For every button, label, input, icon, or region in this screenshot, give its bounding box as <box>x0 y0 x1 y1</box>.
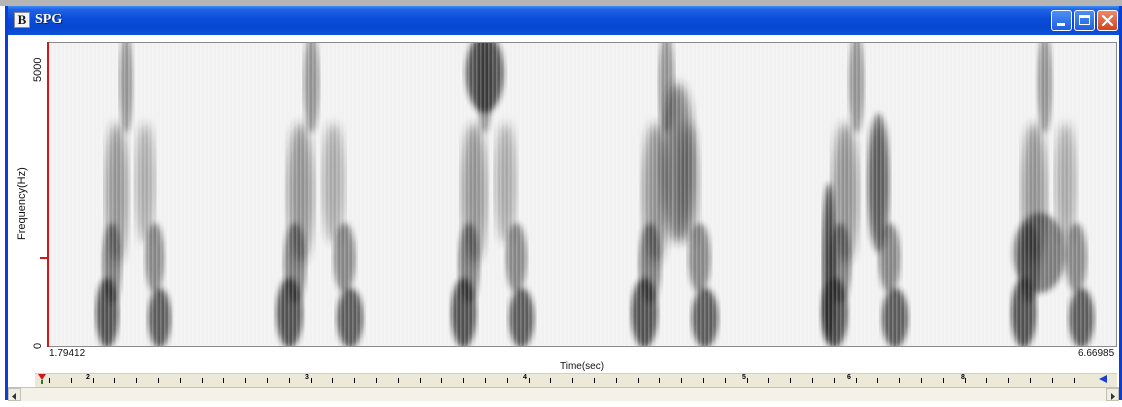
ruler-tick <box>223 378 224 383</box>
ruler-label: 6 <box>847 374 851 381</box>
ruler-tick <box>616 378 617 383</box>
close-button[interactable] <box>1097 10 1118 31</box>
ruler-label: 8 <box>961 374 965 381</box>
ruler-tick <box>747 378 748 383</box>
ruler-tick <box>768 378 769 383</box>
ruler-tick <box>790 378 791 383</box>
ruler-tick <box>354 378 355 383</box>
ruler-tick <box>681 378 682 383</box>
marker-blue-icon[interactable] <box>1099 375 1107 383</box>
marker-red-icon[interactable] <box>38 374 46 384</box>
maximize-button[interactable] <box>1074 10 1095 31</box>
time-start-label: 1.79412 <box>49 348 86 359</box>
ruler-tick <box>507 378 508 383</box>
ruler-tick <box>638 378 639 383</box>
ruler-tick <box>659 378 660 383</box>
ruler-tick <box>311 378 312 383</box>
ruler-tick <box>594 378 595 383</box>
ruler-label: 5 <box>742 374 746 381</box>
ruler-tick <box>703 378 704 383</box>
spectrogram-image <box>48 43 1116 346</box>
ruler-tick <box>965 378 966 383</box>
ruler-label: 3 <box>305 374 309 381</box>
ruler-tick <box>463 378 464 383</box>
frequency-axis-line <box>47 42 49 347</box>
x-axis-label: Time(sec) <box>560 361 605 372</box>
ruler-tick <box>136 378 137 383</box>
arrow-right-icon <box>1111 393 1115 400</box>
ruler-tick <box>1008 378 1009 383</box>
ruler-tick <box>899 378 900 383</box>
ruler-tick <box>1030 378 1031 383</box>
scroll-left-button[interactable] <box>8 388 21 401</box>
y-axis-label: Frequency(Hz) <box>16 167 28 240</box>
ruler-tick <box>71 378 72 383</box>
y-tick-min: 0 <box>32 342 44 349</box>
title-bar[interactable]: B SPG <box>8 6 1119 35</box>
ruler-tick <box>529 378 530 383</box>
ruler-tick <box>834 378 835 383</box>
background-frame <box>0 0 1122 6</box>
spectrogram-plot[interactable] <box>47 42 1117 347</box>
frequency-cursor-marker[interactable] <box>40 257 48 259</box>
window-title: SPG <box>35 12 63 27</box>
ruler-tick <box>267 378 268 383</box>
ruler-tick <box>245 378 246 383</box>
minimize-icon <box>1057 23 1065 26</box>
app-icon[interactable]: B <box>14 12 30 28</box>
ruler-tick <box>1074 378 1075 383</box>
ruler-tick <box>1052 378 1053 383</box>
ruler-tick <box>114 378 115 383</box>
ruler-label: 2 <box>86 374 90 381</box>
ruler-tick <box>856 378 857 383</box>
horizontal-scrollbar[interactable] <box>8 387 1119 401</box>
spg-window[interactable]: B SPG 5000 0 Frequency(Hz) <box>5 6 1122 401</box>
arrow-left-icon <box>12 393 16 400</box>
ruler-tick <box>725 378 726 383</box>
ruler-tick <box>485 378 486 383</box>
time-end-label: 6.66985 <box>1078 348 1115 359</box>
ruler-tick <box>376 378 377 383</box>
ruler-tick <box>572 378 573 383</box>
ruler-tick <box>550 378 551 383</box>
ruler-tick <box>877 378 878 383</box>
ruler-label: 4 <box>523 374 527 381</box>
ruler-tick <box>943 378 944 383</box>
ruler-tick <box>986 378 987 383</box>
ruler-tick <box>49 378 50 383</box>
client-area: 5000 0 Frequency(Hz) 1.79412 6.66985 Tim… <box>8 35 1119 401</box>
ruler-tick <box>332 378 333 383</box>
ruler-tick <box>289 378 290 383</box>
minimize-button[interactable] <box>1051 10 1072 31</box>
ruler-tick <box>420 378 421 383</box>
ruler-tick <box>812 378 813 383</box>
time-ruler[interactable]: 2 3 4 5 6 8 <box>35 373 1117 387</box>
scroll-right-button[interactable] <box>1106 388 1119 401</box>
ruler-tick <box>398 378 399 383</box>
ruler-tick <box>180 378 181 383</box>
ruler-tick <box>202 378 203 383</box>
y-tick-max: 5000 <box>32 57 44 82</box>
ruler-tick <box>441 378 442 383</box>
close-icon <box>1101 14 1114 27</box>
ruler-tick <box>93 378 94 383</box>
ruler-tick <box>158 378 159 383</box>
maximize-icon <box>1079 15 1090 25</box>
ruler-tick <box>921 378 922 383</box>
